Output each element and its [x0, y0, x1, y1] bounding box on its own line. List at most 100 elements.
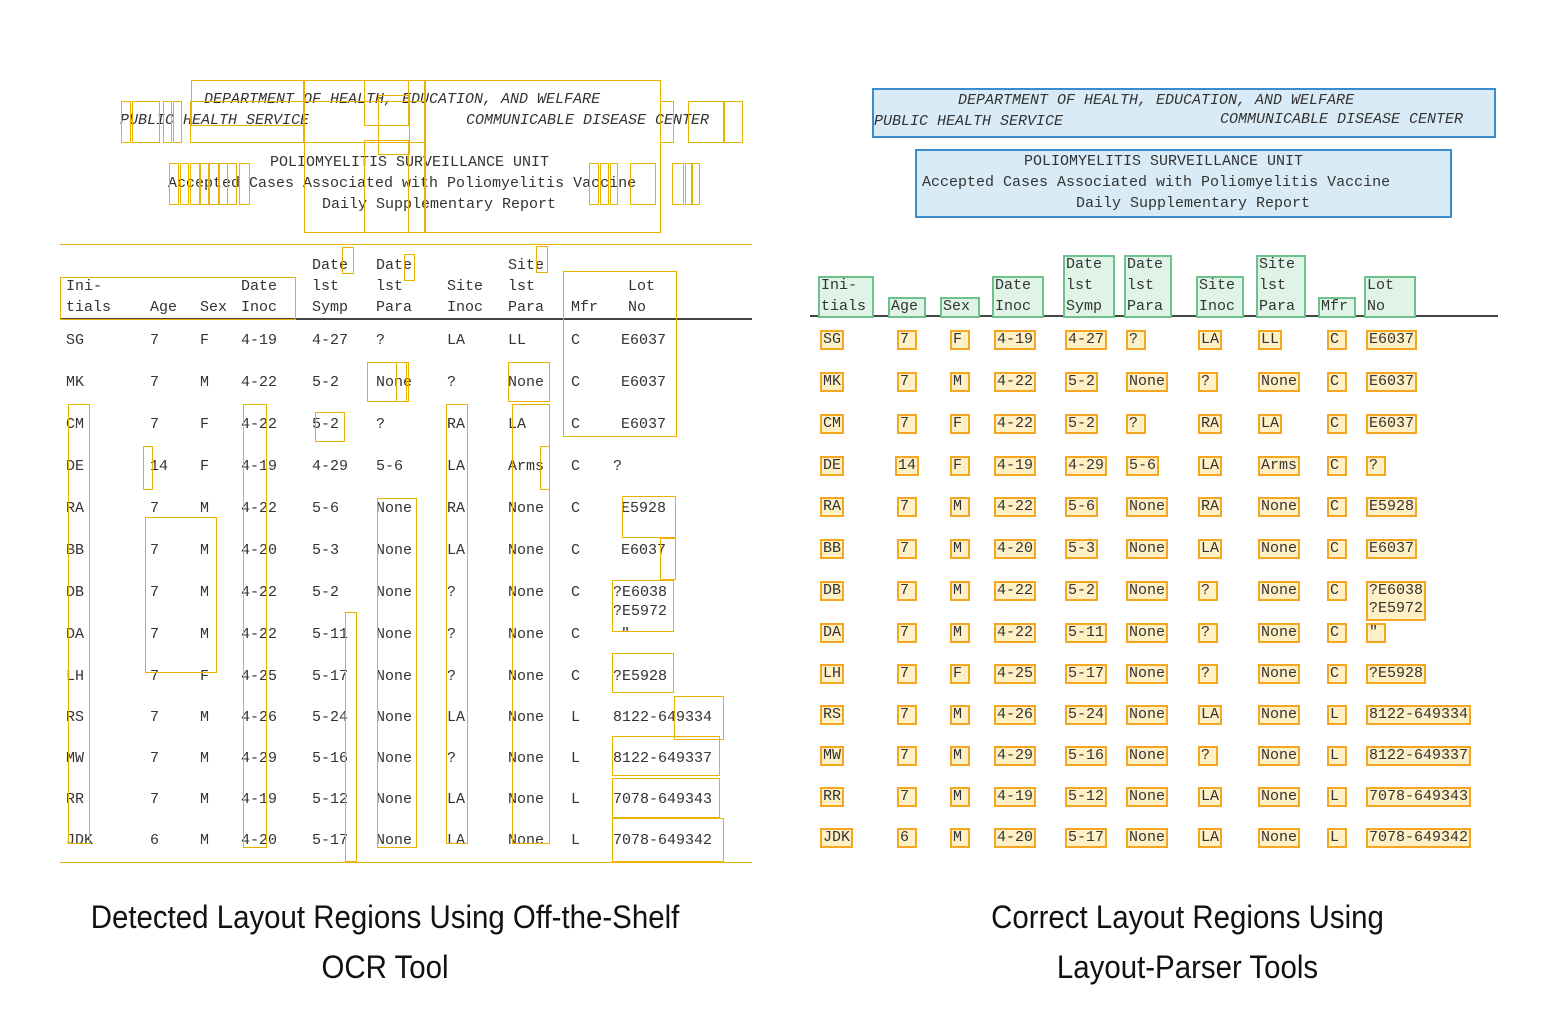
layout-parser-panel: DEPARTMENT OF HEALTH, EDUCATION, AND WEL…: [790, 0, 1550, 880]
table-cell-box: [1065, 456, 1107, 476]
left-table-cell: None: [508, 374, 545, 391]
right-table-cell: 4-19: [997, 331, 1034, 348]
left-table-cell: C: [571, 374, 581, 391]
left-table-cell: None: [376, 832, 413, 849]
right-table-cell: 5-3: [1068, 540, 1096, 557]
left-table-cell: ": [621, 626, 631, 643]
table-cell-box: [950, 664, 970, 684]
column-header-box: [1196, 276, 1244, 318]
right-table-cell: 7: [900, 498, 910, 515]
left-table-cell: ?E6038: [613, 584, 668, 601]
left-table-cell: LA: [447, 332, 466, 349]
left-table-cell: 7: [150, 500, 160, 517]
ocr-region-box: [672, 163, 684, 205]
ocr-region-box: [145, 517, 217, 673]
table-cell-box: [950, 828, 970, 848]
ocr-region-box: [68, 404, 90, 844]
left-table-cell: L: [571, 832, 581, 849]
left-table-cell: ?: [447, 626, 457, 643]
table-cell-box: [820, 581, 844, 601]
right-table-cell: ?E5928: [1369, 665, 1424, 682]
left-table-cell: 7: [150, 332, 160, 349]
table-cell-box: [1198, 705, 1222, 725]
right-table-cell: ?: [1129, 415, 1139, 432]
left-table-cell: None: [376, 374, 413, 391]
right-table-cell: 7: [900, 624, 910, 641]
left-header-rule: [60, 318, 752, 320]
right-table-cell: 4-25: [997, 665, 1034, 682]
left-table-cell: RR: [66, 791, 85, 808]
left-table-cell: 4-22: [241, 584, 278, 601]
left-table-cell: 8122-649334: [613, 709, 713, 726]
table-cell-box: [1065, 746, 1107, 766]
right-column-header: Site: [1199, 277, 1236, 294]
left-table-cell: JDK: [66, 832, 94, 849]
left-table-cell: 7078-649342: [613, 832, 713, 849]
table-cell-box: [1065, 330, 1107, 350]
right-table-cell: C: [1330, 373, 1340, 390]
left-table-cell: 5-6: [376, 458, 404, 475]
ocr-region-box: [200, 163, 209, 205]
table-cell-box: [994, 787, 1036, 807]
left-column-header: Site: [508, 257, 545, 274]
table-cell-box: [1126, 372, 1168, 392]
ocr-region-box: [60, 277, 296, 320]
right-table-cell: LH: [823, 665, 842, 682]
table-cell-box: [1065, 372, 1098, 392]
table-cell-box: [897, 581, 917, 601]
table-cell-box: [820, 623, 844, 643]
table-cell-box: [950, 623, 970, 643]
left-column-header: Sex: [200, 299, 228, 316]
left-table-cell: DB: [66, 584, 85, 601]
right-table-cell: 5-17: [1068, 665, 1105, 682]
right-table-cell: 5-2: [1068, 582, 1096, 599]
right-column-header: Para: [1259, 298, 1296, 315]
left-table-cell: 4-27: [312, 332, 349, 349]
table-cell-box: [994, 539, 1036, 559]
table-cell-box: [994, 581, 1036, 601]
right-table-cell: 7: [900, 373, 910, 390]
table-cell-box: [1366, 623, 1386, 643]
right-table-cell: Arms: [1261, 457, 1298, 474]
left-table-cell: LL: [508, 332, 527, 349]
left-table-cell: 4-29: [241, 750, 278, 767]
table-cell-box: [994, 456, 1036, 476]
left-table-cell: None: [508, 500, 545, 517]
right-table-cell: 7078-649343: [1369, 788, 1469, 805]
left-table-cell: 7: [150, 750, 160, 767]
left-table-cell: MW: [66, 750, 85, 767]
table-cell-box: [1366, 539, 1417, 559]
left-caption-line2: OCR Tool: [321, 949, 449, 985]
right-table-cell: 4-29: [1068, 457, 1105, 474]
table-cell-box: [1327, 372, 1347, 392]
right-table-cell: 4-22: [997, 415, 1034, 432]
right-table-cell: DE: [823, 457, 842, 474]
table-cell-box: [1258, 787, 1300, 807]
ocr-region-box: [190, 101, 304, 143]
right-table-cell: LL: [1261, 331, 1280, 348]
right-table-cell: RA: [1201, 415, 1220, 432]
right-table-cell: 5-2: [1068, 415, 1096, 432]
ocr-region-box: [536, 246, 548, 273]
table-cell-box: [994, 705, 1036, 725]
table-cell-box: [950, 456, 970, 476]
right-table-cell: None: [1261, 706, 1298, 723]
right-column-header: Inoc: [995, 298, 1032, 315]
left-column-header: tials: [66, 299, 112, 316]
table-cell-box: [897, 623, 917, 643]
table-cell-box: [950, 705, 970, 725]
right-table-cell: ?E6038: [1369, 582, 1424, 599]
right-table-cell: RA: [1201, 498, 1220, 515]
left-table-cell: 5-17: [312, 668, 349, 685]
table-cell-box: [950, 581, 970, 601]
left-table-cell: C: [571, 668, 581, 685]
left-top-rule: [60, 244, 752, 245]
right-table-cell: RS: [823, 706, 842, 723]
ocr-region-box: [612, 653, 674, 693]
right-column-header: Site: [1259, 256, 1296, 273]
table-cell-box: [820, 330, 844, 350]
column-header-box: [992, 276, 1044, 318]
right-column-header: lst: [1259, 277, 1287, 294]
table-cell-box: [1327, 456, 1347, 476]
left-table-cell: F: [200, 332, 210, 349]
